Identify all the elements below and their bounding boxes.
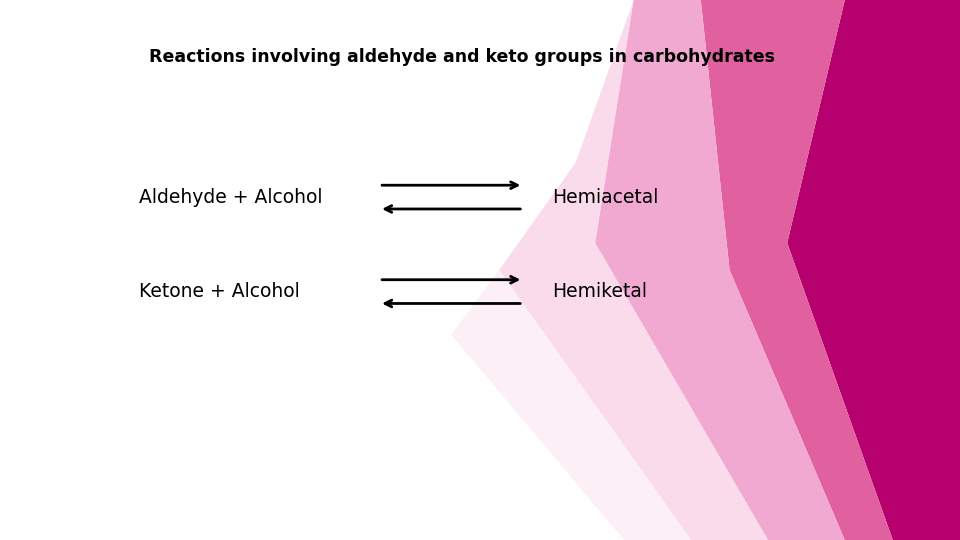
Text: Hemiacetal: Hemiacetal: [552, 187, 659, 207]
Text: Reactions involving aldehyde and keto groups in carbohydrates: Reactions involving aldehyde and keto gr…: [149, 48, 775, 66]
Polygon shape: [499, 0, 768, 540]
Polygon shape: [451, 270, 691, 540]
Text: Ketone + Alcohol: Ketone + Alcohol: [139, 282, 300, 301]
Polygon shape: [701, 0, 893, 540]
Polygon shape: [595, 0, 845, 540]
Text: Aldehyde + Alcohol: Aldehyde + Alcohol: [139, 187, 323, 207]
Text: Hemiketal: Hemiketal: [552, 282, 647, 301]
Polygon shape: [749, 0, 960, 540]
